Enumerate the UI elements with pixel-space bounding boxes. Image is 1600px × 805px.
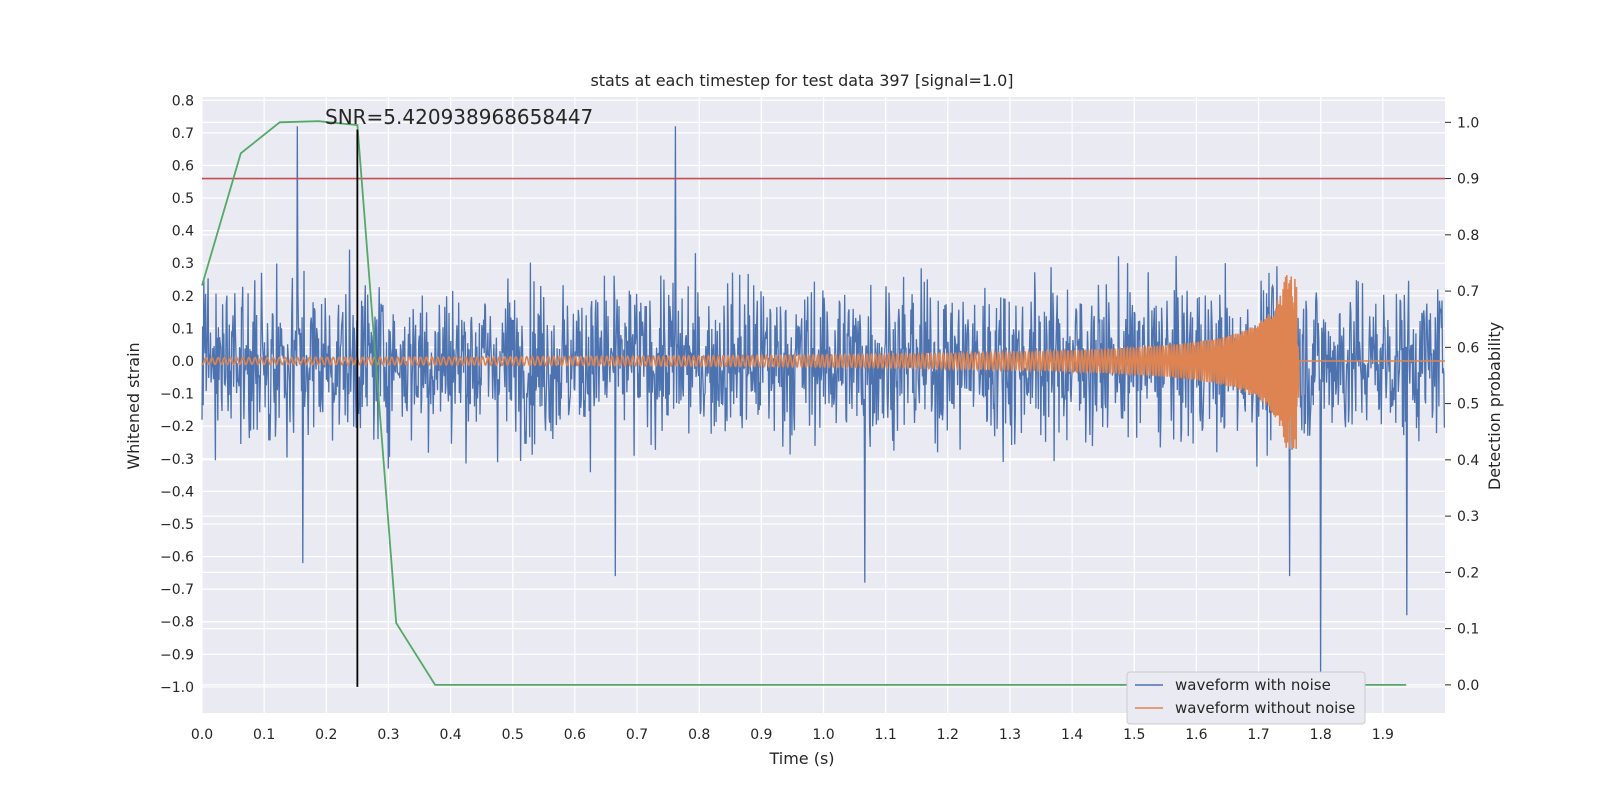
- x-tick-label: 0.9: [750, 727, 772, 743]
- y-right-tick-label: 1.0: [1457, 115, 1479, 131]
- x-axis-label: Time (s): [768, 749, 834, 768]
- clean-waveform-line: [201, 275, 1445, 449]
- legend-label-clean: waveform without noise: [1175, 699, 1355, 717]
- y-left-tick-label: 0.6: [172, 158, 194, 174]
- detection-probability-line: [201, 120, 1407, 686]
- y-right-tick-label: 0.6: [1457, 340, 1479, 356]
- x-tick-label: 1.0: [812, 727, 834, 743]
- y-left-tick-label: −0.3: [160, 452, 194, 468]
- y-right-tick-label: 0.7: [1457, 284, 1479, 300]
- x-tick-label: 1.2: [937, 727, 959, 743]
- y-left-tick-label: −0.2: [160, 419, 194, 435]
- legend-label-noisy: waveform with noise: [1175, 676, 1331, 694]
- y-left-tick-label: 0.7: [172, 126, 194, 142]
- tick-labels: 0.0 0.1 0.2 0.3 0.4 0.5 0.6 0.7 0.8 0.9 1.0 1.1 1.2 1…: [160, 93, 1479, 743]
- y-right-tick-label: 0.9: [1457, 172, 1479, 188]
- x-tick-label: 0.0: [191, 727, 213, 743]
- y-left-tick-label: −0.7: [160, 582, 194, 598]
- y-left-tick-label: −0.9: [160, 647, 194, 663]
- x-tick-label: 1.5: [1123, 727, 1145, 743]
- chart-title: stats at each timestep for test data 397…: [590, 71, 1013, 90]
- x-tick-label: 1.6: [1185, 727, 1207, 743]
- x-tick-label: 1.9: [1372, 727, 1394, 743]
- y-left-tick-label: 0.2: [172, 289, 194, 305]
- y-left-tick-label: 0.8: [172, 93, 194, 109]
- x-tick-label: 1.7: [1247, 727, 1269, 743]
- x-tick-label: 0.5: [502, 727, 524, 743]
- y-axis-left-label: Whitened strain: [124, 342, 143, 469]
- x-tick-label: 0.2: [315, 727, 337, 743]
- series-layer: [201, 120, 1446, 687]
- y-left-tick-label: 0.4: [172, 224, 194, 240]
- y-left-tick-label: −1.0: [160, 680, 194, 696]
- y-right-tick-label: 0.4: [1457, 453, 1479, 469]
- y-right-tick-label: 0.0: [1457, 678, 1479, 694]
- y-right-tick-label: 0.2: [1457, 565, 1479, 581]
- y-right-tick-label: 0.3: [1457, 509, 1479, 525]
- y-left-tick-label: 0.5: [172, 191, 194, 207]
- x-tick-label: 1.8: [1310, 727, 1332, 743]
- x-tick-label: 0.6: [564, 727, 586, 743]
- x-tick-label: 0.7: [626, 727, 648, 743]
- y-left-tick-label: 0.3: [172, 256, 194, 272]
- y-axis-right-label: Detection probability: [1485, 322, 1504, 490]
- y-right-tick-label: 0.8: [1457, 228, 1479, 244]
- x-tick-label: 1.1: [875, 727, 897, 743]
- y-left-tick-label: −0.6: [160, 550, 194, 566]
- y-left-tick-label: −0.4: [160, 484, 194, 500]
- x-tick-label: 0.4: [439, 727, 461, 743]
- y-left-tick-label: −0.8: [160, 615, 194, 631]
- y-left-tick-label: 0.1: [172, 321, 194, 337]
- y-left-tick-label: −0.1: [160, 387, 194, 403]
- x-tick-label: 0.8: [688, 727, 710, 743]
- x-tick-label: 0.3: [377, 727, 399, 743]
- legend-box: [1126, 671, 1366, 725]
- x-tick-label: 1.3: [999, 727, 1021, 743]
- snr-annotation: SNR=5.420938968658447: [325, 105, 593, 129]
- y-left-tick-label: −0.5: [160, 517, 194, 533]
- x-tick-label: 0.1: [253, 727, 275, 743]
- y-right-tick-label: 0.5: [1457, 397, 1479, 413]
- legend: waveform with noise waveform without noi…: [1126, 671, 1366, 725]
- noisy-waveform-line: [201, 126, 1446, 681]
- x-tick-label: 1.4: [1061, 727, 1083, 743]
- y-left-tick-label: 0.0: [172, 354, 194, 370]
- y-right-tick-label: 0.1: [1457, 622, 1479, 638]
